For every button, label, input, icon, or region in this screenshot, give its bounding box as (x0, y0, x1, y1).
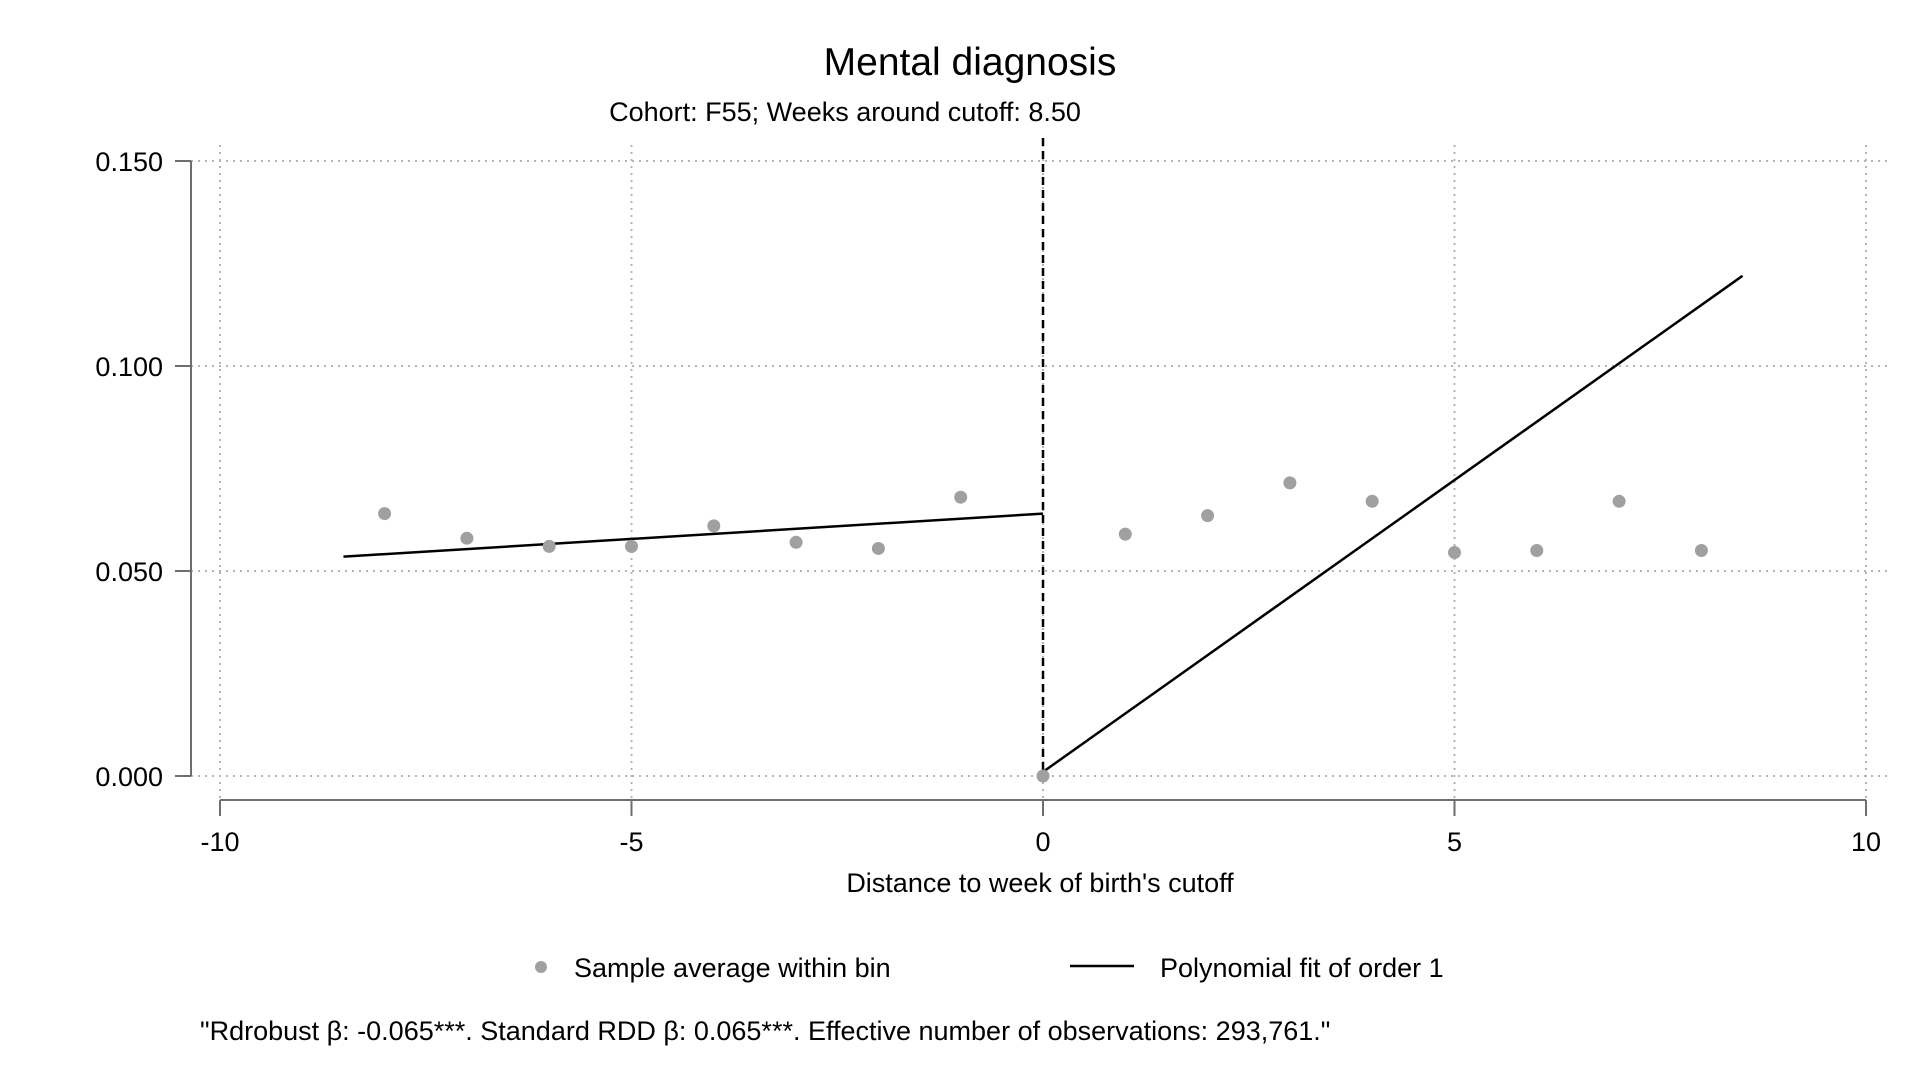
data-point-10 (1201, 509, 1215, 523)
data-point-12 (1365, 494, 1379, 508)
legend-label-line: Polynomial fit of order 1 (1160, 953, 1444, 983)
y-tick-label-1: 0.050 (95, 557, 163, 587)
data-point-15 (1612, 494, 1626, 508)
data-point-1 (460, 531, 474, 545)
x-tick-label-0: -10 (200, 827, 239, 857)
legend-marker-points (535, 961, 547, 973)
chart-subtitle: Cohort: F55; Weeks around cutoff: 8.50 (609, 97, 1081, 127)
data-point-7 (954, 490, 968, 504)
data-point-2 (542, 539, 556, 553)
legend-label-points: Sample average within bin (574, 953, 891, 983)
chart-note: "Rdrobust β: -0.065***. Standard RDD β: … (200, 1016, 1330, 1046)
x-tick-label-1: -5 (619, 827, 643, 857)
legend: Sample average within bin Polynomial fit… (535, 953, 1444, 983)
chart-title: Mental diagnosis (824, 41, 1117, 84)
gridlines (191, 145, 1890, 800)
data-point-13 (1448, 546, 1461, 560)
data-point-11 (1283, 476, 1297, 490)
fit-line-0 (343, 512, 1044, 558)
y-tick-label-2: 0.100 (95, 352, 163, 382)
x-tick-label-3: 5 (1447, 827, 1462, 857)
data-point-0 (378, 507, 392, 521)
data-point-5 (789, 535, 803, 549)
y-tick-label-3: 0.150 (95, 147, 163, 177)
data-point-14 (1530, 544, 1544, 557)
data-point-6 (871, 541, 885, 555)
data-point-8 (1036, 769, 1050, 783)
x-tick-label-4: 10 (1851, 827, 1881, 857)
fit-line-1 (1042, 274, 1744, 773)
fit-lines (343, 274, 1744, 773)
data-point-4 (707, 519, 721, 533)
x-axis-label: Distance to week of birth's cutoff (846, 868, 1234, 898)
data-point-3 (625, 539, 638, 553)
data-point-9 (1118, 527, 1132, 541)
scatter-points (378, 476, 1708, 783)
x-tick-label-2: 0 (1035, 827, 1050, 857)
axes: 0.000 0.050 0.100 0.150 -10 -5 0 5 10 (95, 147, 1881, 857)
data-point-16 (1694, 544, 1708, 557)
y-tick-label-0: 0.000 (95, 762, 163, 792)
